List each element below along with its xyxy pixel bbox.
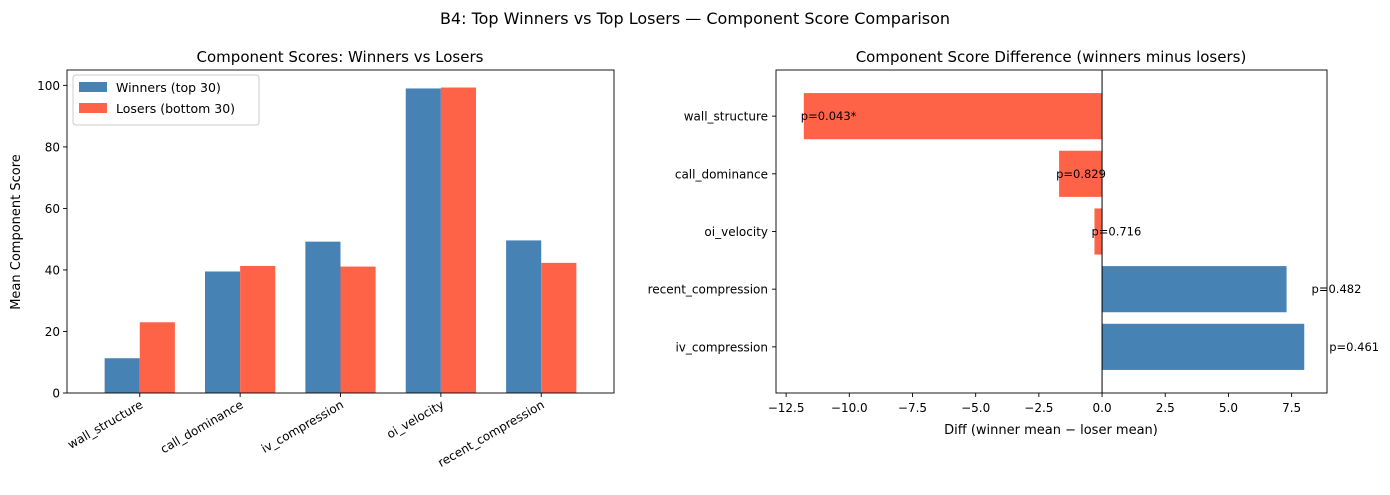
legend-label: Losers (bottom 30) (116, 101, 235, 116)
x-tick-label: −10.0 (831, 401, 868, 415)
losers-bar (340, 266, 376, 393)
x-tick-label: iv_compression (259, 397, 346, 455)
losers-bar (440, 87, 476, 393)
positive-diff-bar (1102, 323, 1305, 370)
legend: Winners (top 30) Losers (bottom 30) (72, 74, 260, 126)
right-x-axis-label: Diff (winner mean − loser mean) (944, 423, 1158, 438)
x-tick-label: 5.0 (1219, 401, 1238, 415)
legend-swatch (79, 82, 107, 92)
x-tick-label: 2.5 (1156, 401, 1175, 415)
x-tick-label: 7.5 (1282, 401, 1301, 415)
x-tick-label: wall_structure (65, 397, 145, 451)
y-tick-label: oi_velocity (704, 225, 768, 239)
p-value-annotation: p=0.482 (1312, 282, 1362, 296)
left-plot-area: 0 20 40 60 80 100 wall_structure call_dominance… (37, 69, 615, 470)
winners-bar (104, 358, 140, 393)
x-tick-label: recent_compression (435, 397, 546, 469)
winners-bar (405, 88, 441, 393)
x-tick-label: −12.5 (768, 401, 805, 415)
legend-swatch (79, 103, 107, 113)
winners-bar (305, 241, 341, 393)
x-tick-label: −2.5 (1024, 401, 1053, 415)
negative-diff-bar (1094, 208, 1103, 255)
figure-suptitle: B4: Top Winners vs Top Losers — Componen… (440, 9, 950, 28)
y-tick-label: recent_compression (648, 283, 768, 297)
positive-diff-bar (1102, 266, 1287, 313)
grouped-bar-chart: Component Scores: Winners vs Losers Mean… (9, 48, 615, 470)
x-tick-label: call_dominance (158, 397, 246, 456)
x-tick-label: −5.0 (961, 401, 990, 415)
left-chart-title: Component Scores: Winners vs Losers (197, 48, 484, 66)
y-tick-label: 0 (52, 387, 60, 401)
legend-box (72, 74, 260, 126)
left-y-axis-label: Mean Component Score (9, 154, 24, 310)
negative-diff-bar (803, 93, 1103, 140)
y-tick-label: iv_compression (675, 340, 768, 354)
losers-bar (541, 262, 577, 393)
x-tick-label: 0.0 (1093, 401, 1112, 415)
right-chart-title: Component Score Difference (winners minu… (856, 48, 1247, 66)
y-tick-label: call_dominance (675, 167, 768, 181)
winners-bar (205, 271, 241, 393)
diverging-bar-chart: Component Score Difference (winners minu… (648, 48, 1380, 438)
losers-bar (240, 265, 276, 393)
p-value-annotation: p=0.716 (1091, 225, 1141, 239)
negative-diff-bar (1059, 150, 1103, 197)
y-tick-label: 60 (45, 202, 60, 216)
right-plot-area: p=0.043* wall_structure p=0.829 call_domina… (648, 69, 1379, 415)
legend-label: Winners (top 30) (116, 80, 221, 95)
x-tick-label: oi_velocity (384, 397, 446, 441)
y-tick-label: 20 (45, 325, 60, 339)
y-tick-label: 40 (45, 263, 60, 277)
y-tick-label: 100 (37, 79, 60, 93)
x-tick-label: −7.5 (898, 401, 927, 415)
y-tick-label: wall_structure (684, 110, 768, 124)
p-value-annotation: p=0.461 (1329, 340, 1379, 354)
y-tick-label: 80 (45, 140, 60, 154)
p-value-annotation: p=0.829 (1056, 167, 1106, 181)
plot-frame (775, 69, 1328, 394)
losers-bar (139, 322, 175, 393)
p-value-annotation: p=0.043* (801, 109, 857, 123)
winners-bar (506, 240, 542, 393)
